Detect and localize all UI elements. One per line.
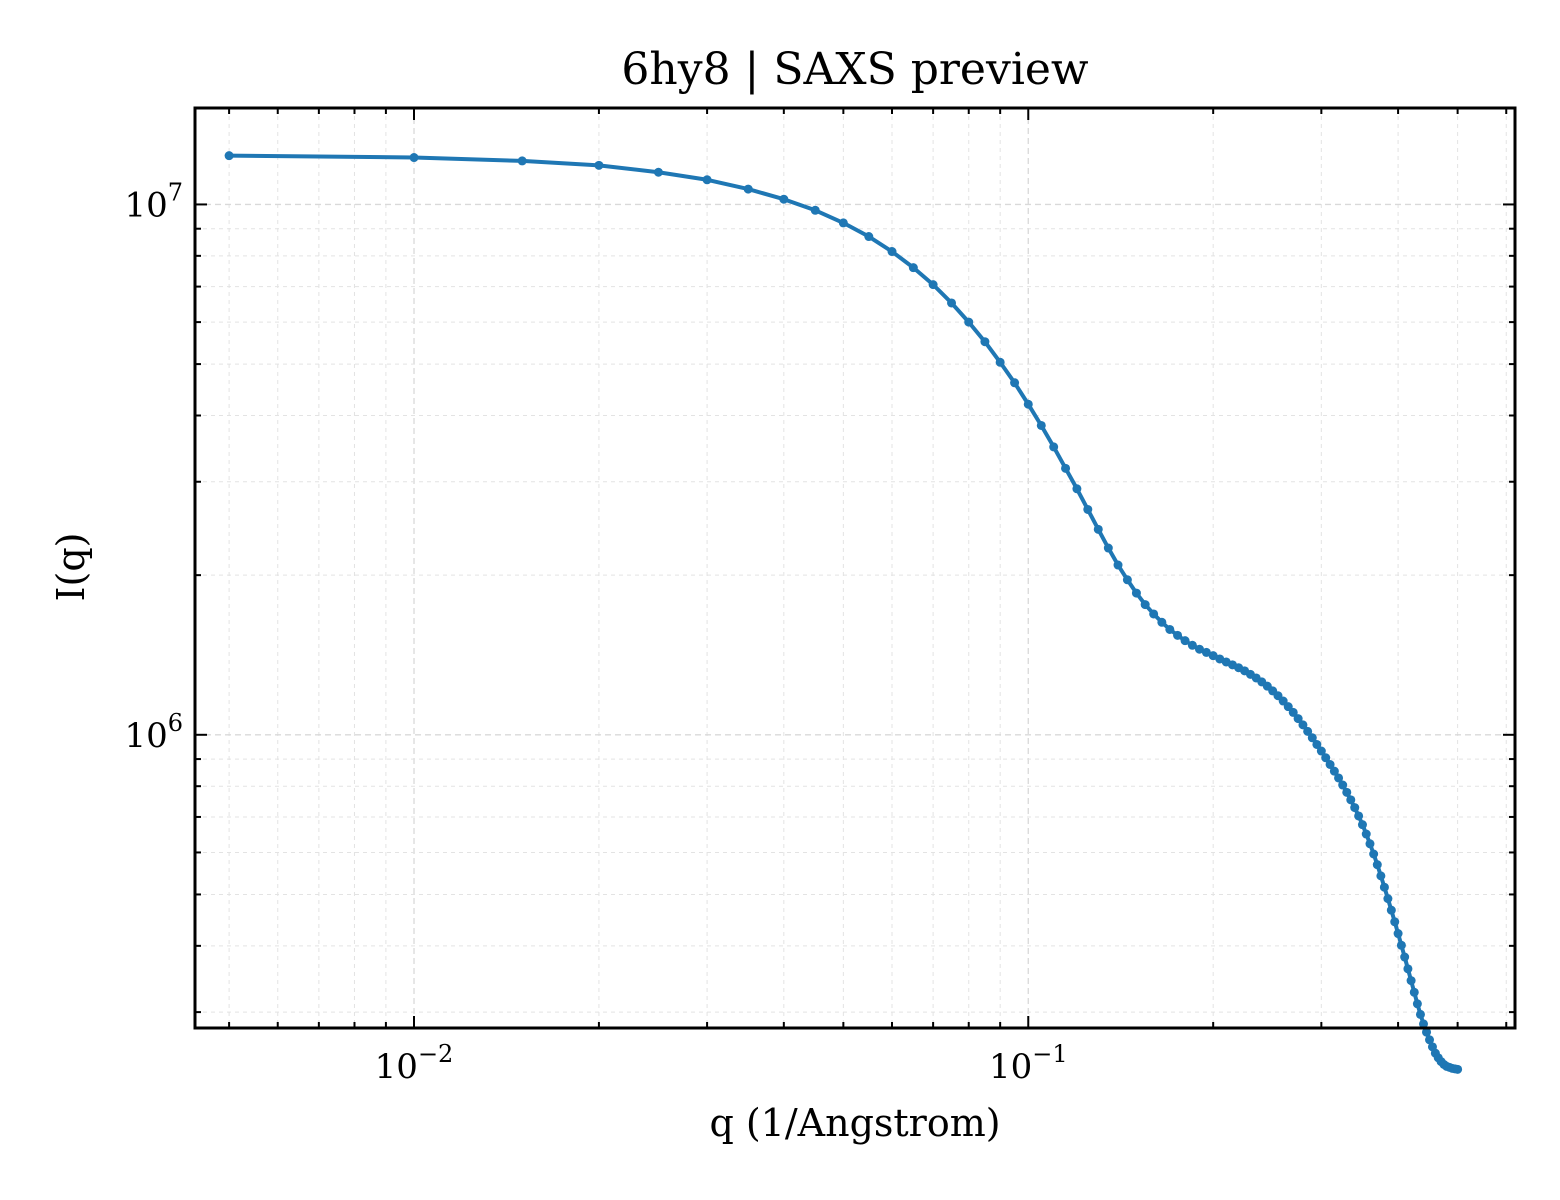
- data-point: [1180, 636, 1190, 646]
- data-point: [838, 218, 848, 228]
- data-point: [1354, 811, 1364, 821]
- data-point: [1165, 624, 1175, 634]
- grid-lines: [195, 108, 1515, 1028]
- data-point: [1049, 442, 1059, 452]
- data-point: [594, 160, 604, 170]
- data-point: [743, 184, 753, 194]
- data-point: [1131, 588, 1141, 598]
- x-tick-label: 10−1: [989, 1040, 1068, 1087]
- data-point: [1425, 1035, 1435, 1045]
- data-point: [964, 317, 974, 327]
- data-point: [1072, 484, 1082, 494]
- data-point: [1357, 820, 1367, 830]
- data-point: [1350, 803, 1360, 813]
- data-point: [1386, 905, 1396, 915]
- data-point: [1422, 1027, 1432, 1037]
- data-point: [1083, 504, 1093, 514]
- data-point: [864, 232, 874, 242]
- chart-title: 6hy8 | SAXS preview: [621, 44, 1089, 95]
- data-point: [1325, 760, 1335, 769]
- x-axis-label: q (1/Angstrom): [709, 1101, 1000, 1145]
- data-point: [908, 263, 918, 273]
- data-point: [1288, 707, 1298, 717]
- data-point: [980, 337, 990, 347]
- data-point: [1329, 766, 1339, 776]
- data-point: [1346, 795, 1356, 805]
- data-point: [1298, 720, 1308, 730]
- data-point: [1149, 609, 1159, 619]
- data-point: [928, 280, 938, 290]
- data-point: [1390, 917, 1400, 927]
- data-point: [1103, 543, 1113, 553]
- data-point: [1403, 964, 1413, 974]
- data-point: [1412, 999, 1422, 1009]
- data-point: [1201, 647, 1211, 657]
- data-point: [1187, 640, 1197, 650]
- data-point: [1061, 463, 1071, 473]
- data-point: [1376, 871, 1386, 881]
- data-point: [1409, 987, 1419, 997]
- data-point: [224, 151, 234, 161]
- data-point: [1342, 787, 1352, 797]
- data-series: [224, 151, 1463, 1074]
- data-point: [1157, 617, 1167, 627]
- data-point: [1036, 420, 1046, 430]
- data-point: [1379, 882, 1389, 892]
- data-point: [1338, 780, 1348, 790]
- data-point: [779, 194, 789, 204]
- data-point: [653, 167, 663, 177]
- y-tick-label: 107: [124, 178, 183, 225]
- data-point: [1396, 940, 1406, 950]
- data-point: [1453, 1064, 1463, 1074]
- data-point: [1194, 644, 1204, 654]
- data-point: [1010, 378, 1020, 388]
- data-point: [1113, 560, 1123, 570]
- data-point: [1415, 1009, 1425, 1019]
- data-point: [1293, 714, 1303, 724]
- data-point: [887, 247, 897, 257]
- data-point: [1393, 929, 1403, 939]
- data-point: [1365, 839, 1375, 849]
- data-point: [517, 156, 527, 166]
- data-point: [1406, 976, 1416, 986]
- data-point: [995, 357, 1005, 367]
- data-point: [1400, 952, 1410, 962]
- data-point: [947, 298, 957, 308]
- plot-frame: [193, 106, 1517, 1030]
- x-tick-label: 10−2: [375, 1040, 454, 1087]
- data-point: [1307, 733, 1317, 743]
- axis-ticks: 10−2 10−1 106 107: [124, 108, 1515, 1087]
- data-point: [1312, 739, 1322, 749]
- data-point: [810, 205, 820, 215]
- data-point: [1419, 1019, 1429, 1029]
- data-point: [1369, 849, 1379, 859]
- data-point: [1173, 630, 1183, 640]
- y-axis-label: I(q): [49, 533, 93, 602]
- data-point: [1303, 726, 1313, 736]
- data-point: [1093, 524, 1103, 534]
- data-point: [702, 175, 712, 185]
- data-point: [1122, 575, 1132, 585]
- data-point: [1140, 600, 1150, 610]
- data-point: [1372, 860, 1382, 870]
- y-tick-label: 106: [124, 709, 183, 756]
- data-point: [1361, 829, 1371, 839]
- data-point: [1321, 753, 1331, 763]
- data-point: [1023, 399, 1033, 409]
- data-point: [1316, 746, 1326, 756]
- data-point: [1383, 894, 1393, 904]
- data-point: [409, 153, 419, 163]
- data-point: [1334, 773, 1344, 783]
